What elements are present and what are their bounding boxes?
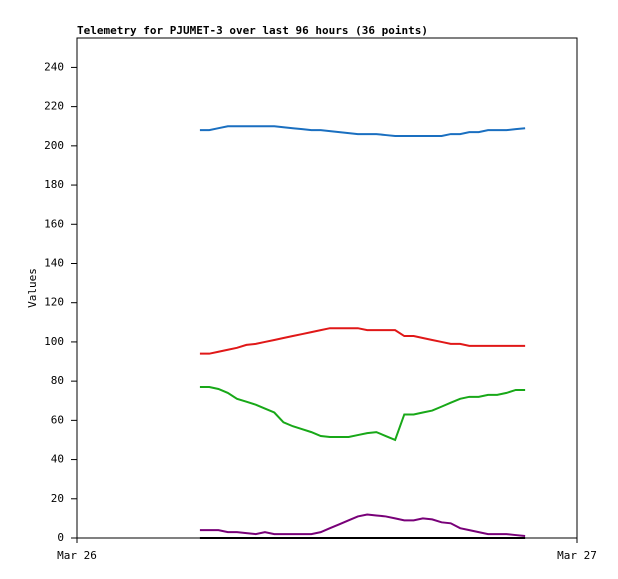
y-tick-label: 40 [51,453,64,466]
x-tick-label: Mar 26 [57,549,97,562]
series-line [199,513,526,538]
x-tick-label: Mar 27 [557,549,597,562]
y-tick-label: 100 [44,335,64,348]
y-tick-label: 140 [44,256,64,269]
y-tick-label: 120 [44,296,64,309]
y-tick-label: 160 [44,217,64,230]
y-tick-label: 240 [44,60,64,73]
y-tick-label: 80 [51,374,64,387]
series-line [199,386,526,442]
chart-title: Telemetry for PJUMET-3 over last 96 hour… [77,24,428,37]
plot-frame [76,37,578,539]
y-tick-label: 60 [51,413,64,426]
y-tick-label: 220 [44,100,64,113]
series-line [199,327,526,355]
y-tick-label: 20 [51,492,64,505]
series-line [199,125,526,138]
y-axis-label: Values [26,268,39,308]
y-tick-label: 0 [57,531,64,544]
y-tick-label: 200 [44,139,64,152]
y-tick-label: 180 [44,178,64,191]
